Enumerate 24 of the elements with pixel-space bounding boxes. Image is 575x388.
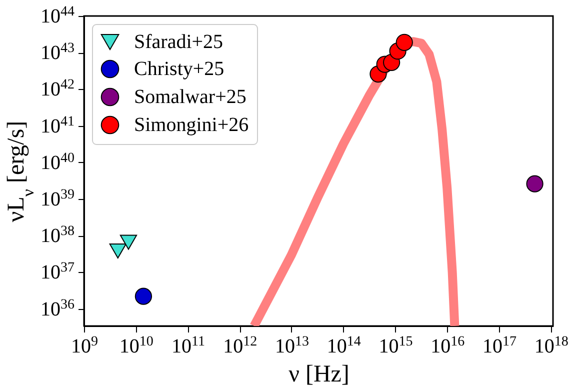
y-tick-label: 10$^{42}$	[40, 77, 74, 101]
y-tick-label: 10$^{36}$	[40, 296, 74, 320]
x-tick-label: 10$^{10}$	[119, 334, 154, 358]
x-tick-label: 10$^{11}$	[172, 334, 205, 358]
y-tick-label: 10$^{41}$	[40, 114, 74, 138]
x-axis-title: ν [Hz]	[288, 362, 350, 388]
y-tick-label: 10$^{37}$	[40, 260, 74, 284]
legend-label: Sfaradi+25	[134, 31, 224, 53]
legend-label: Somalwar+25	[134, 86, 246, 108]
y-tick-label: 10$^{44}$	[40, 4, 74, 28]
x-tick-label: 10$^{14}$	[326, 334, 361, 358]
x-tick-label: 10$^{18}$	[534, 334, 568, 358]
y-tick-label: 10$^{40}$	[40, 150, 74, 174]
x-tick-label: 10$^{16}$	[430, 334, 465, 358]
legend-label: Simongini+26	[134, 114, 249, 136]
x-tick-label: 10$^{9}$	[71, 334, 98, 358]
x-tick-label: 10$^{12}$	[223, 334, 258, 358]
legend-label: Christy+25	[134, 58, 224, 80]
y-tick-label: 10$^{38}$	[40, 224, 74, 248]
x-tick-label: 10$^{17}$	[482, 334, 516, 358]
x-tick-label: 10$^{15}$	[378, 334, 413, 358]
y-tick-label: 10$^{39}$	[40, 187, 74, 211]
x-tick-label: 10$^{13}$	[274, 334, 309, 358]
y-tick-label: 10$^{43}$	[40, 40, 74, 64]
